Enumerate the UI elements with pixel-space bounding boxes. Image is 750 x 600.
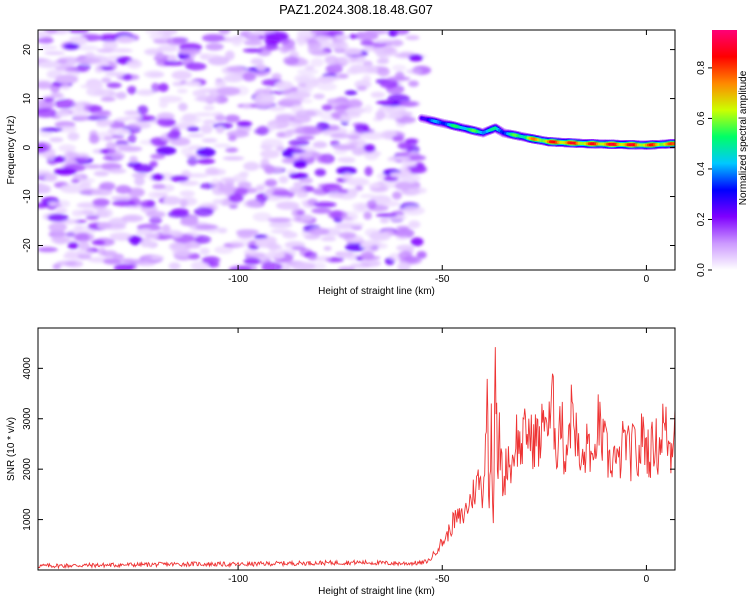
colorbar: 0.0 0.2 0.4 0.6 0.8 Normalized spectral ampl… bbox=[696, 30, 749, 277]
snr-x-tick-label: -50 bbox=[435, 574, 450, 585]
colorbar-tick-label: 0.8 bbox=[696, 61, 707, 75]
snr-series-line bbox=[38, 347, 675, 570]
snr-y-tick-label: 3000 bbox=[22, 407, 33, 430]
spectrogram-y-tick-label: 20 bbox=[22, 44, 33, 56]
snr-x-axis-label: Height of straight line (km) bbox=[318, 586, 435, 597]
colorbar-tick-label: 0.4 bbox=[696, 162, 707, 176]
snr-ticks: -100 -50 0 1000 2000 3000 4000 bbox=[22, 328, 675, 585]
spectrogram-y-tick-label: 0 bbox=[22, 144, 33, 150]
snr-frame bbox=[37, 327, 676, 571]
colorbar-tick-label: 0.2 bbox=[696, 212, 707, 226]
colorbar-tick-label: 0.6 bbox=[696, 111, 707, 125]
spectrogram-x-tick-label: -50 bbox=[435, 274, 450, 285]
snr-x-tick-label: -100 bbox=[228, 574, 248, 585]
colorbar-label: Normalized spectral amplitude bbox=[738, 70, 749, 205]
snr-y-tick-label: 4000 bbox=[22, 357, 33, 380]
spectrogram-signal-ridge bbox=[417, 113, 675, 150]
spectrogram-frame bbox=[37, 29, 676, 271]
snr-y-axis-label: SNR (10 * v/v) bbox=[6, 417, 17, 481]
spectrogram-y-tick-label: -20 bbox=[22, 238, 33, 253]
snr-y-tick-label: 2000 bbox=[22, 458, 33, 481]
spectrogram-x-tick-label: -100 bbox=[228, 274, 248, 285]
spectrogram-noise-blobs bbox=[38, 30, 432, 270]
colorbar-tick-label: 0.0 bbox=[696, 263, 707, 277]
spectrogram-y-tick-label: 10 bbox=[22, 93, 33, 105]
figure-title: PAZ1.2024.308.18.48.G07 bbox=[279, 2, 433, 17]
snr-panel: -100 -50 0 1000 2000 3000 4000 Height of strai… bbox=[6, 327, 676, 597]
colorbar-gradient bbox=[712, 30, 737, 270]
snr-x-tick-label: 0 bbox=[644, 574, 650, 585]
spectrogram-x-tick-label: 0 bbox=[644, 274, 650, 285]
spectrogram-y-tick-label: -10 bbox=[22, 189, 33, 204]
spectrogram-x-axis-label: Height of straight line (km) bbox=[318, 286, 435, 297]
spectrogram-heatmap bbox=[38, 30, 675, 270]
snr-y-tick-label: 1000 bbox=[22, 508, 33, 531]
colorbar-ticks: 0.0 0.2 0.4 0.6 0.8 bbox=[696, 61, 712, 277]
spectrogram-y-axis-label: Frequency (Hz) bbox=[6, 116, 17, 185]
